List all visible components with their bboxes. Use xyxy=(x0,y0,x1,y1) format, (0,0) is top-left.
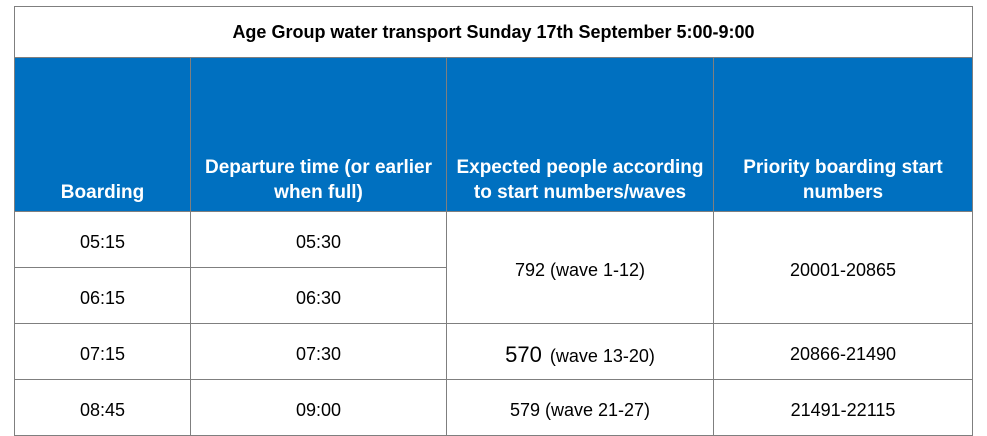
cell: 05:30 xyxy=(190,211,447,268)
cell: 09:00 xyxy=(190,379,447,436)
cell: 792 (wave 1-12) xyxy=(446,211,714,324)
cell: 05:15 xyxy=(14,211,191,268)
cell: 21491-22115 xyxy=(712,379,974,436)
header-cell: Priority boarding start numbers xyxy=(712,57,974,212)
cell-text: (wave 13-20) xyxy=(549,345,655,366)
cell: 06:30 xyxy=(190,267,447,324)
header-cell: Expected people according to start numbe… xyxy=(446,57,714,212)
cell: 08:45 xyxy=(14,379,191,436)
cell: 07:30 xyxy=(190,323,447,380)
table-title: Age Group water transport Sunday 17th Se… xyxy=(13,6,974,58)
cell: 570 (wave 13-20) xyxy=(446,323,714,380)
header-cell: Boarding xyxy=(14,57,191,212)
cell: 06:15 xyxy=(14,267,191,324)
page: {"table": { "title": "Age Group water tr… xyxy=(13,6,974,436)
cell: 20001-20865 xyxy=(712,211,974,324)
cell: 07:15 xyxy=(14,323,191,380)
cell: 20866-21490 xyxy=(712,323,974,380)
transport-table: Age Group water transport Sunday 17th Se… xyxy=(13,6,974,436)
cell-number: 570 xyxy=(505,341,542,367)
header-cell: Departure time (or earlier when full) xyxy=(190,57,447,212)
cell: 579 (wave 21-27) xyxy=(446,379,714,436)
